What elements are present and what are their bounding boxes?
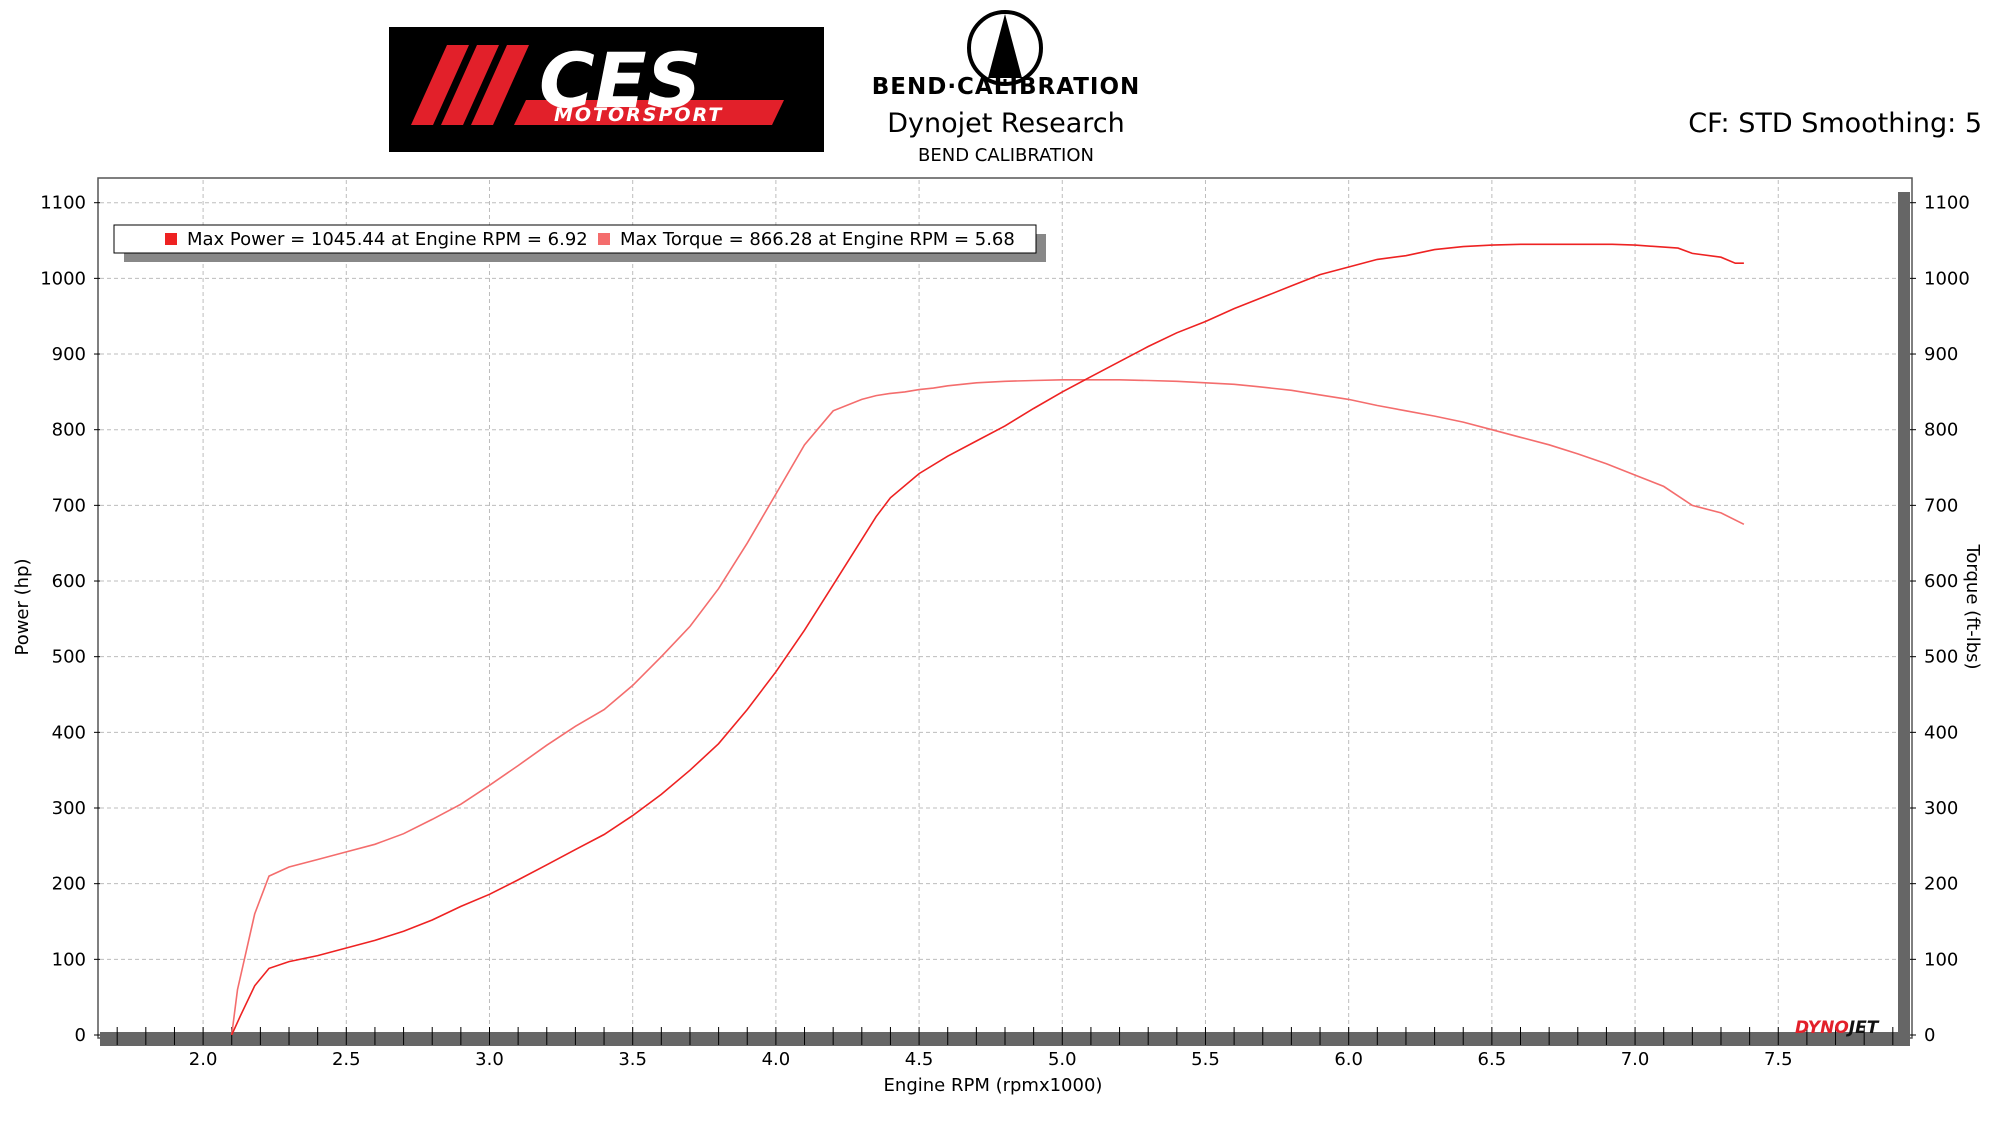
y-tick-label-left: 500 bbox=[52, 647, 86, 668]
y-axis-label-right: Torque (ft-lbs) bbox=[1962, 543, 1983, 669]
y-tick-label-right: 400 bbox=[1924, 722, 1958, 743]
left-y-axis: 0 100 200 300 400 500 600 700 800 900 1000 1100 bbox=[40, 193, 100, 1046]
x-axis-ticks: 2.0 2.5 3.0 3.5 4.0 4.5 5.0 5.5 6.0 6.5 7.0 7.5 bbox=[116, 1027, 1894, 1070]
y-tick-label-right: 500 bbox=[1924, 647, 1958, 668]
y-tick-label-right: 300 bbox=[1924, 798, 1958, 819]
y-tick-label-left: 0 bbox=[75, 1025, 86, 1046]
y-tick-label-right: 200 bbox=[1924, 874, 1958, 895]
x-axis-label: Engine RPM (rpmx1000) bbox=[884, 1075, 1103, 1096]
legend: Max Power = 1045.44 at Engine RPM = 6.92… bbox=[113, 224, 1046, 262]
y-tick-label-left: 700 bbox=[52, 495, 86, 516]
logo-ring bbox=[967, 10, 1043, 86]
bend-calibration-logo-text: BEND·CALIBRATION bbox=[871, 74, 1141, 100]
y-tick-label-left: 800 bbox=[52, 420, 86, 441]
y-tick-label-left: 400 bbox=[52, 722, 86, 743]
x-tick-label: 7.5 bbox=[1764, 1049, 1793, 1070]
y-axis-label-left: Power (hp) bbox=[12, 558, 33, 655]
y-tick-label-right: 800 bbox=[1924, 420, 1958, 441]
correction-factor-label: CF: STD Smoothing: 5 bbox=[1688, 108, 1982, 139]
ces-logo-graphic: CES MOTORSPORT bbox=[411, 36, 784, 126]
y-tick-label-left: 1100 bbox=[40, 193, 86, 214]
y-tick-label-right: 1100 bbox=[1924, 193, 1970, 214]
y-tick-label-right: 100 bbox=[1924, 949, 1958, 970]
legend-swatch-power bbox=[165, 233, 177, 245]
logo-stripe bbox=[411, 45, 469, 125]
right-y-axis: 0 100 200 300 400 500 600 700 800 900 1000 1100 bbox=[1898, 192, 1970, 1046]
y-tick-label-right: 600 bbox=[1924, 571, 1958, 592]
legend-box bbox=[113, 224, 1037, 254]
chart-title: Dynojet Research bbox=[887, 108, 1125, 139]
y-tick-label-right: 1000 bbox=[1924, 268, 1970, 289]
y-tick-label-left: 600 bbox=[52, 571, 86, 592]
x-tick-label: 2.0 bbox=[189, 1049, 218, 1070]
tree-icon bbox=[988, 14, 1022, 78]
x-tick-label: 3.5 bbox=[618, 1049, 647, 1070]
x-tick-label: 3.0 bbox=[475, 1049, 504, 1070]
legend-label-torque: Max Torque = 866.28 at Engine RPM = 5.68 bbox=[620, 229, 1015, 250]
x-tick-label: 2.5 bbox=[332, 1049, 361, 1070]
y-tick-label-left: 100 bbox=[52, 949, 86, 970]
x-tick-label: 5.0 bbox=[1048, 1049, 1077, 1070]
chart-subtitle: BEND CALIBRATION bbox=[918, 145, 1094, 166]
logo-stripe bbox=[471, 45, 529, 125]
series-line-torque bbox=[230, 379, 1745, 1035]
right-axis-bar bbox=[1898, 192, 1910, 1035]
x-tick-label: 4.0 bbox=[762, 1049, 791, 1070]
plot-frame bbox=[97, 177, 1913, 1039]
x-tick-label: 4.5 bbox=[905, 1049, 934, 1070]
y-tick-label-left: 200 bbox=[52, 874, 86, 895]
y-tick-label-left: 1000 bbox=[40, 268, 86, 289]
logo-motorsport-text: MOTORSPORT bbox=[554, 104, 723, 126]
y-tick-label-left: 300 bbox=[52, 798, 86, 819]
y-tick-label-left: 900 bbox=[52, 344, 86, 365]
bend-calibration-logo-icon bbox=[967, 10, 1043, 86]
logo-ces-text: CES bbox=[539, 36, 701, 125]
x-tick-label: 7.0 bbox=[1621, 1049, 1650, 1070]
x-tick-label: 6.5 bbox=[1478, 1049, 1507, 1070]
y-tick-label-right: 700 bbox=[1924, 495, 1958, 516]
ces-motorsport-logo: CES MOTORSPORT bbox=[389, 27, 824, 152]
series-group bbox=[230, 243, 1745, 1035]
grid-lines bbox=[100, 180, 1910, 1035]
y-tick-label-right: 0 bbox=[1924, 1025, 1935, 1046]
logo-red-band bbox=[514, 100, 784, 125]
dynojet-logo: DYNOJET bbox=[1795, 1018, 1880, 1038]
series-line-power bbox=[230, 243, 1744, 1035]
logo-stripe bbox=[441, 45, 499, 125]
y-tick-label-right: 900 bbox=[1924, 344, 1958, 365]
legend-label-power: Max Power = 1045.44 at Engine RPM = 6.92 bbox=[187, 229, 588, 250]
legend-swatch-torque bbox=[598, 233, 610, 245]
x-tick-label: 6.0 bbox=[1334, 1049, 1363, 1070]
x-tick-label: 5.5 bbox=[1191, 1049, 1220, 1070]
